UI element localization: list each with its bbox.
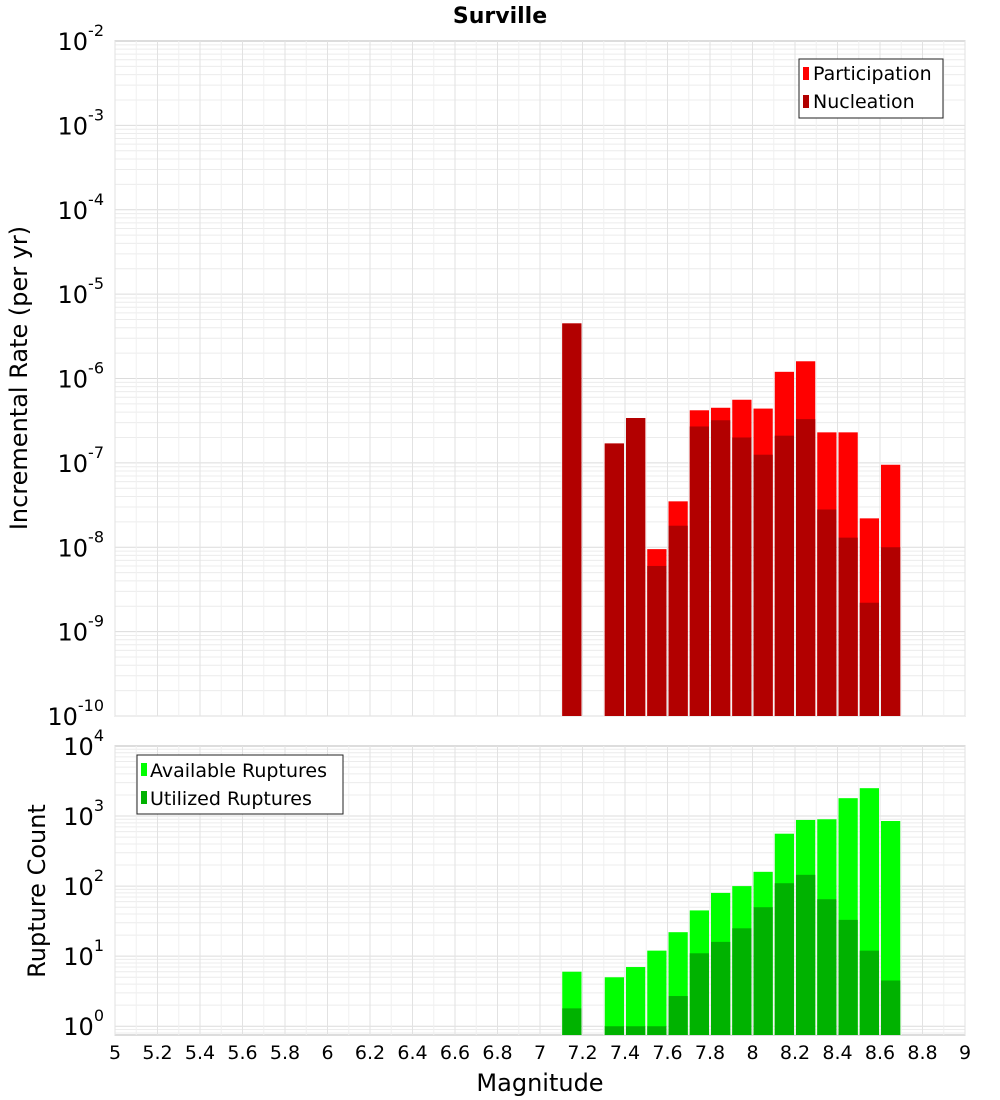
available-legend-swatch (141, 763, 147, 776)
count-bar-inner (774, 883, 794, 1035)
count-y-tick-label: 104 (63, 726, 104, 761)
x-tick-labels: 5 5.2 5.4 5.6 5.8 6 6.2 6.4 6.6 6.8 7 7.2 7.4 7.6 7.8 8… (109, 1042, 971, 1064)
count-y-tick-labels: 100 101 102 103 104 (63, 726, 104, 1041)
count-bars (562, 788, 901, 1035)
utilized-legend-label: Utilized Ruptures (150, 788, 312, 810)
x-tick-label: 7 (534, 1042, 546, 1064)
x-tick-label: 9 (959, 1042, 971, 1064)
count-bar-inner (753, 907, 773, 1035)
x-tick-label: 5.2 (142, 1042, 172, 1064)
count-bar-inner (626, 1026, 646, 1035)
rate-panel: 10-10 10-9 10-8 10-7 10-6 10-5 10-4 10-3 10-2 In… (5, 21, 966, 731)
count-bar-outer (647, 950, 667, 1035)
x-tick-label: 5.4 (185, 1042, 215, 1064)
x-tick-label: 6.6 (440, 1042, 470, 1064)
rate-y-tick-label: 10-8 (58, 527, 105, 562)
rate-y-tick-label: 10-5 (58, 274, 105, 309)
rate-y-tick-label: 10-7 (58, 443, 105, 478)
x-tick-label: 8.2 (780, 1042, 810, 1064)
x-tick-label: 8 (746, 1042, 758, 1064)
rate-bar-inner (732, 437, 752, 716)
rate-bar-inner (774, 435, 794, 716)
count-bar-inner (881, 980, 901, 1035)
rate-bar-inner (668, 525, 688, 716)
rate-bar-inner (562, 323, 582, 716)
x-tick-label: 6.4 (397, 1042, 427, 1064)
count-y-axis-label: Rupture Count (23, 804, 51, 978)
nucleation-legend-swatch (803, 95, 809, 108)
rate-bars (562, 323, 901, 716)
utilized-legend-swatch (141, 791, 147, 804)
rate-y-tick-label: 10-2 (58, 21, 105, 56)
count-bar-outer (604, 977, 624, 1035)
count-bar-inner (732, 928, 752, 1035)
count-bar-inner (838, 919, 858, 1035)
rate-y-tick-labels: 10-10 10-9 10-8 10-7 10-6 10-5 10-4 10-3 10-2 (47, 21, 104, 731)
rate-gridlines (114, 41, 966, 717)
x-tick-label: 7.6 (652, 1042, 682, 1064)
count-bar-inner (562, 1008, 582, 1035)
rate-bar-inner (626, 418, 646, 716)
x-tick-label: 7.4 (610, 1042, 640, 1064)
x-tick-label: 8.8 (907, 1042, 937, 1064)
count-bar-inner (796, 874, 816, 1035)
rate-bar-inner (859, 602, 879, 716)
count-bar-outer (626, 967, 646, 1035)
rate-bar-inner (796, 419, 816, 716)
x-tick-label: 8.6 (865, 1042, 895, 1064)
rate-bar-inner (817, 509, 837, 716)
count-y-tick-label: 103 (63, 796, 104, 831)
x-tick-label: 5.6 (227, 1042, 257, 1064)
rate-bar-inner (881, 547, 901, 716)
rate-legend-box (798, 58, 944, 119)
count-bar-inner (604, 1026, 624, 1035)
x-tick-label: 5 (109, 1042, 121, 1064)
nucleation-legend-label: Nucleation (813, 91, 915, 113)
count-bar-inner (711, 941, 731, 1035)
count-legend-box (136, 754, 344, 815)
x-tick-label: 6 (321, 1042, 333, 1064)
rate-y-tick-label: 10-3 (58, 105, 105, 140)
x-tick-label: 6.2 (355, 1042, 385, 1064)
count-bar-inner (668, 996, 688, 1035)
count-bar-inner (859, 950, 879, 1035)
rate-bar-inner (711, 420, 731, 716)
rate-bar-inner (838, 537, 858, 716)
count-panel: 100 101 102 103 104 5 5.2 5.4 5.6 5.8 6 6.2 6.4 6.6 6… (23, 726, 971, 1097)
x-tick-label: 7.2 (567, 1042, 597, 1064)
rate-y-tick-label: 10-10 (47, 696, 104, 731)
participation-legend-swatch (803, 67, 809, 80)
count-y-tick-label: 101 (63, 936, 104, 971)
rate-bar-inner (604, 443, 624, 716)
rate-y-tick-label: 10-9 (58, 612, 105, 647)
rate-y-tick-label: 10-4 (58, 190, 105, 225)
x-tick-label: 5.8 (270, 1042, 300, 1064)
participation-legend-label: Participation (813, 63, 932, 85)
count-y-tick-label: 102 (63, 866, 104, 901)
count-bar-inner (689, 953, 709, 1035)
rate-y-tick-label: 10-6 (58, 359, 105, 394)
count-y-tick-label: 100 (63, 1006, 104, 1041)
count-bar-inner (817, 899, 837, 1035)
count-legend: Available Ruptures Utilized Ruptures (136, 754, 344, 815)
x-tick-label: 8.4 (822, 1042, 852, 1064)
count-bar-inner (647, 1026, 667, 1035)
rate-bar-inner (647, 565, 667, 716)
x-tick-label: 6.8 (482, 1042, 512, 1064)
x-axis-label: Magnitude (476, 1069, 603, 1097)
rate-legend: Participation Nucleation (798, 58, 944, 119)
chart-title: Surville (453, 4, 547, 29)
x-tick-label: 7.8 (695, 1042, 725, 1064)
available-legend-label: Available Ruptures (150, 760, 327, 782)
rate-bar-inner (753, 454, 773, 716)
rate-bar-inner (689, 426, 709, 716)
rate-y-axis-label: Incremental Rate (per yr) (5, 226, 33, 530)
